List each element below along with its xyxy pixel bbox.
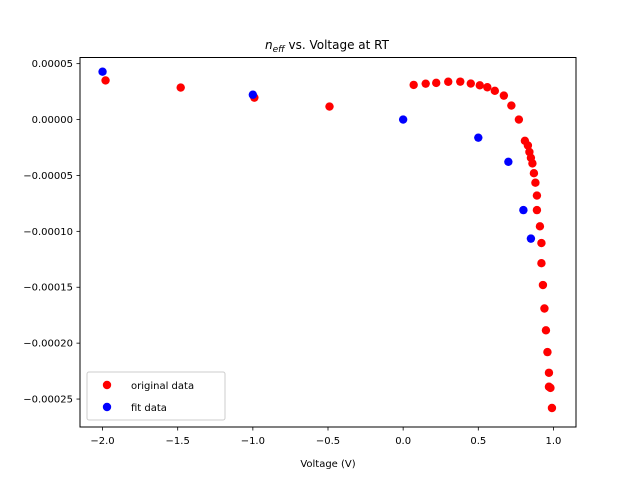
data-point-fit [248,90,258,99]
x-tick-label: 0.5 [470,436,486,447]
data-point-original [421,79,430,88]
data-point-original [537,238,546,248]
data-point-fit [474,133,483,142]
legend-marker-original [102,380,112,390]
legend-box [86,371,226,421]
data-point-original [466,79,475,88]
ticks-layer: −2.0 −1.5 −1.0 −0.5 0.0 0.5 1.0 0.00005 0.00000 −… [23,59,561,447]
data-point-fit [519,205,528,215]
data-point-original [432,78,441,88]
y-tick-label: 0.00005 [32,59,73,70]
y-tick-label: −0.00015 [23,283,73,294]
data-point-original [532,191,542,200]
x-tick-label: −0.5 [316,436,340,447]
data-point-fit [526,234,536,243]
plot-area-frame [79,57,577,428]
data-point-original [537,259,546,268]
data-point-fit [398,115,408,124]
data-point-original [499,91,509,100]
data-point-original [546,383,555,393]
chart-title: neff vs. Voltage at RT [265,38,390,55]
x-axis-label: Voltage (V) [300,459,355,470]
data-point-original [523,141,533,150]
data-point-original [543,347,552,357]
legend-marker-fit [102,402,112,412]
data-point-original [531,178,540,187]
data-point-original [456,77,465,86]
data-point-original [325,102,334,111]
data-point-original [444,77,453,86]
data-point-original [538,280,548,290]
legend-label-fit: fit data [131,403,167,414]
x-tick-label: 1.0 [546,436,562,447]
data-point-original [547,403,557,413]
data-point-original [176,83,185,92]
data-point-original [490,86,500,96]
data-point-original [475,81,485,90]
data-points-layer [98,67,557,413]
y-tick-label: −0.00010 [23,227,73,238]
x-tick-label: −1.5 [166,436,190,447]
data-point-original [532,205,542,215]
y-tick-label: −0.00025 [23,395,73,406]
data-point-original [483,83,492,92]
data-point-original [507,101,516,110]
data-point-fit [98,67,107,76]
chart-title-main: n [265,38,273,52]
chart-title-rest: vs. Voltage at RT [285,38,390,52]
data-point-original [101,76,110,85]
legend-label-original: original data [131,381,194,392]
chart-title-subscript: eff [273,45,287,55]
x-tick-label: −1.0 [241,436,265,447]
data-point-original [528,159,537,168]
x-tick-label: −2.0 [90,436,114,447]
data-point-original [529,169,539,178]
data-point-original [409,80,418,90]
legend: original data fit data [86,371,226,421]
data-point-original [540,304,549,313]
x-tick-label: 0.0 [395,436,411,447]
y-tick-label: −0.00020 [23,339,73,350]
data-point-original [544,368,554,377]
y-tick-label: 0.00000 [32,115,73,126]
y-tick-label: −0.00005 [23,171,73,182]
data-point-original [514,115,524,124]
data-point-original [535,222,545,231]
data-point-fit [504,157,513,167]
data-point-original [541,326,551,335]
